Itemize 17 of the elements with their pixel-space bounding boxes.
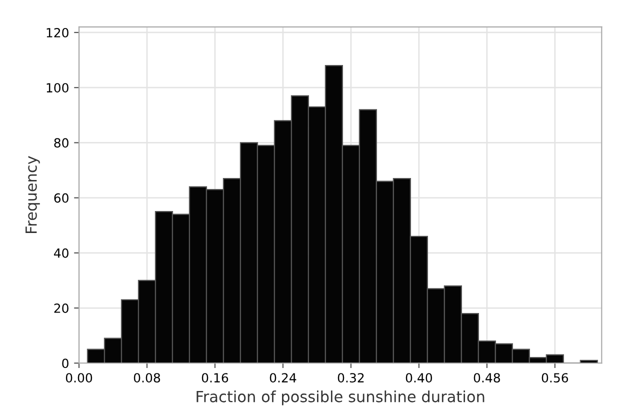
x-tick-label: 0.32 <box>338 373 364 383</box>
y-axis-title: Frequency <box>26 156 40 234</box>
x-tick-label: 0.24 <box>270 373 296 383</box>
x-tick-label: 0.48 <box>474 373 500 383</box>
x-tick-label: 0.40 <box>406 373 432 383</box>
x-tick-label: 0.16 <box>202 373 228 383</box>
x-tick-label: 0.00 <box>66 373 92 383</box>
y-tick-label: 100 <box>46 83 68 93</box>
y-tick-label: 80 <box>54 138 68 148</box>
y-tick-label: 40 <box>54 248 68 258</box>
x-tick-label: 0.56 <box>542 373 568 383</box>
y-tick-label: 0 <box>62 358 68 368</box>
y-tick-label: 120 <box>46 28 68 38</box>
y-tick-label: 20 <box>54 303 68 313</box>
x-axis-title: Fraction of possible sunshine duration <box>196 390 484 406</box>
y-tick-label: 60 <box>54 193 68 203</box>
x-tick-label: 0.08 <box>134 373 160 383</box>
